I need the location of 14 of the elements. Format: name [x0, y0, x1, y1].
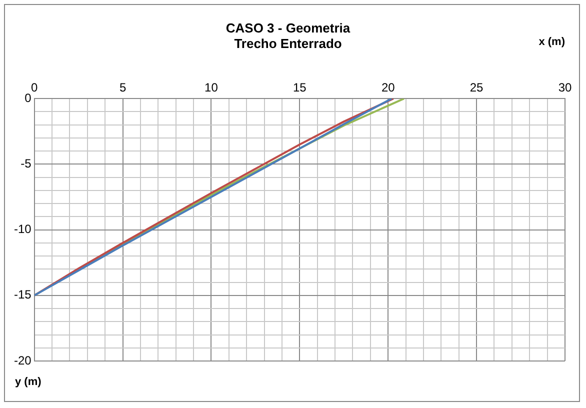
- y-tick-label: -5: [20, 156, 32, 171]
- chart-title: CASO 3 - Geometria Trecho Enterrado: [226, 20, 351, 51]
- y-axis-title: y (m): [15, 376, 42, 388]
- x-tick-label: 20: [381, 80, 396, 95]
- y-tick-label: -15: [14, 288, 32, 302]
- x-tick-label: 10: [204, 80, 218, 95]
- y-tick-label: -20: [14, 353, 32, 368]
- x-tick-label: 25: [470, 80, 484, 95]
- x-axis-title: x (m): [538, 36, 566, 48]
- x-tick-label: 5: [119, 80, 126, 95]
- y-tick-label: 0: [24, 90, 32, 105]
- x-tick-label: 15: [292, 80, 307, 95]
- x-tick-label: 30: [558, 80, 572, 95]
- y-tick-label: -10: [14, 222, 32, 236]
